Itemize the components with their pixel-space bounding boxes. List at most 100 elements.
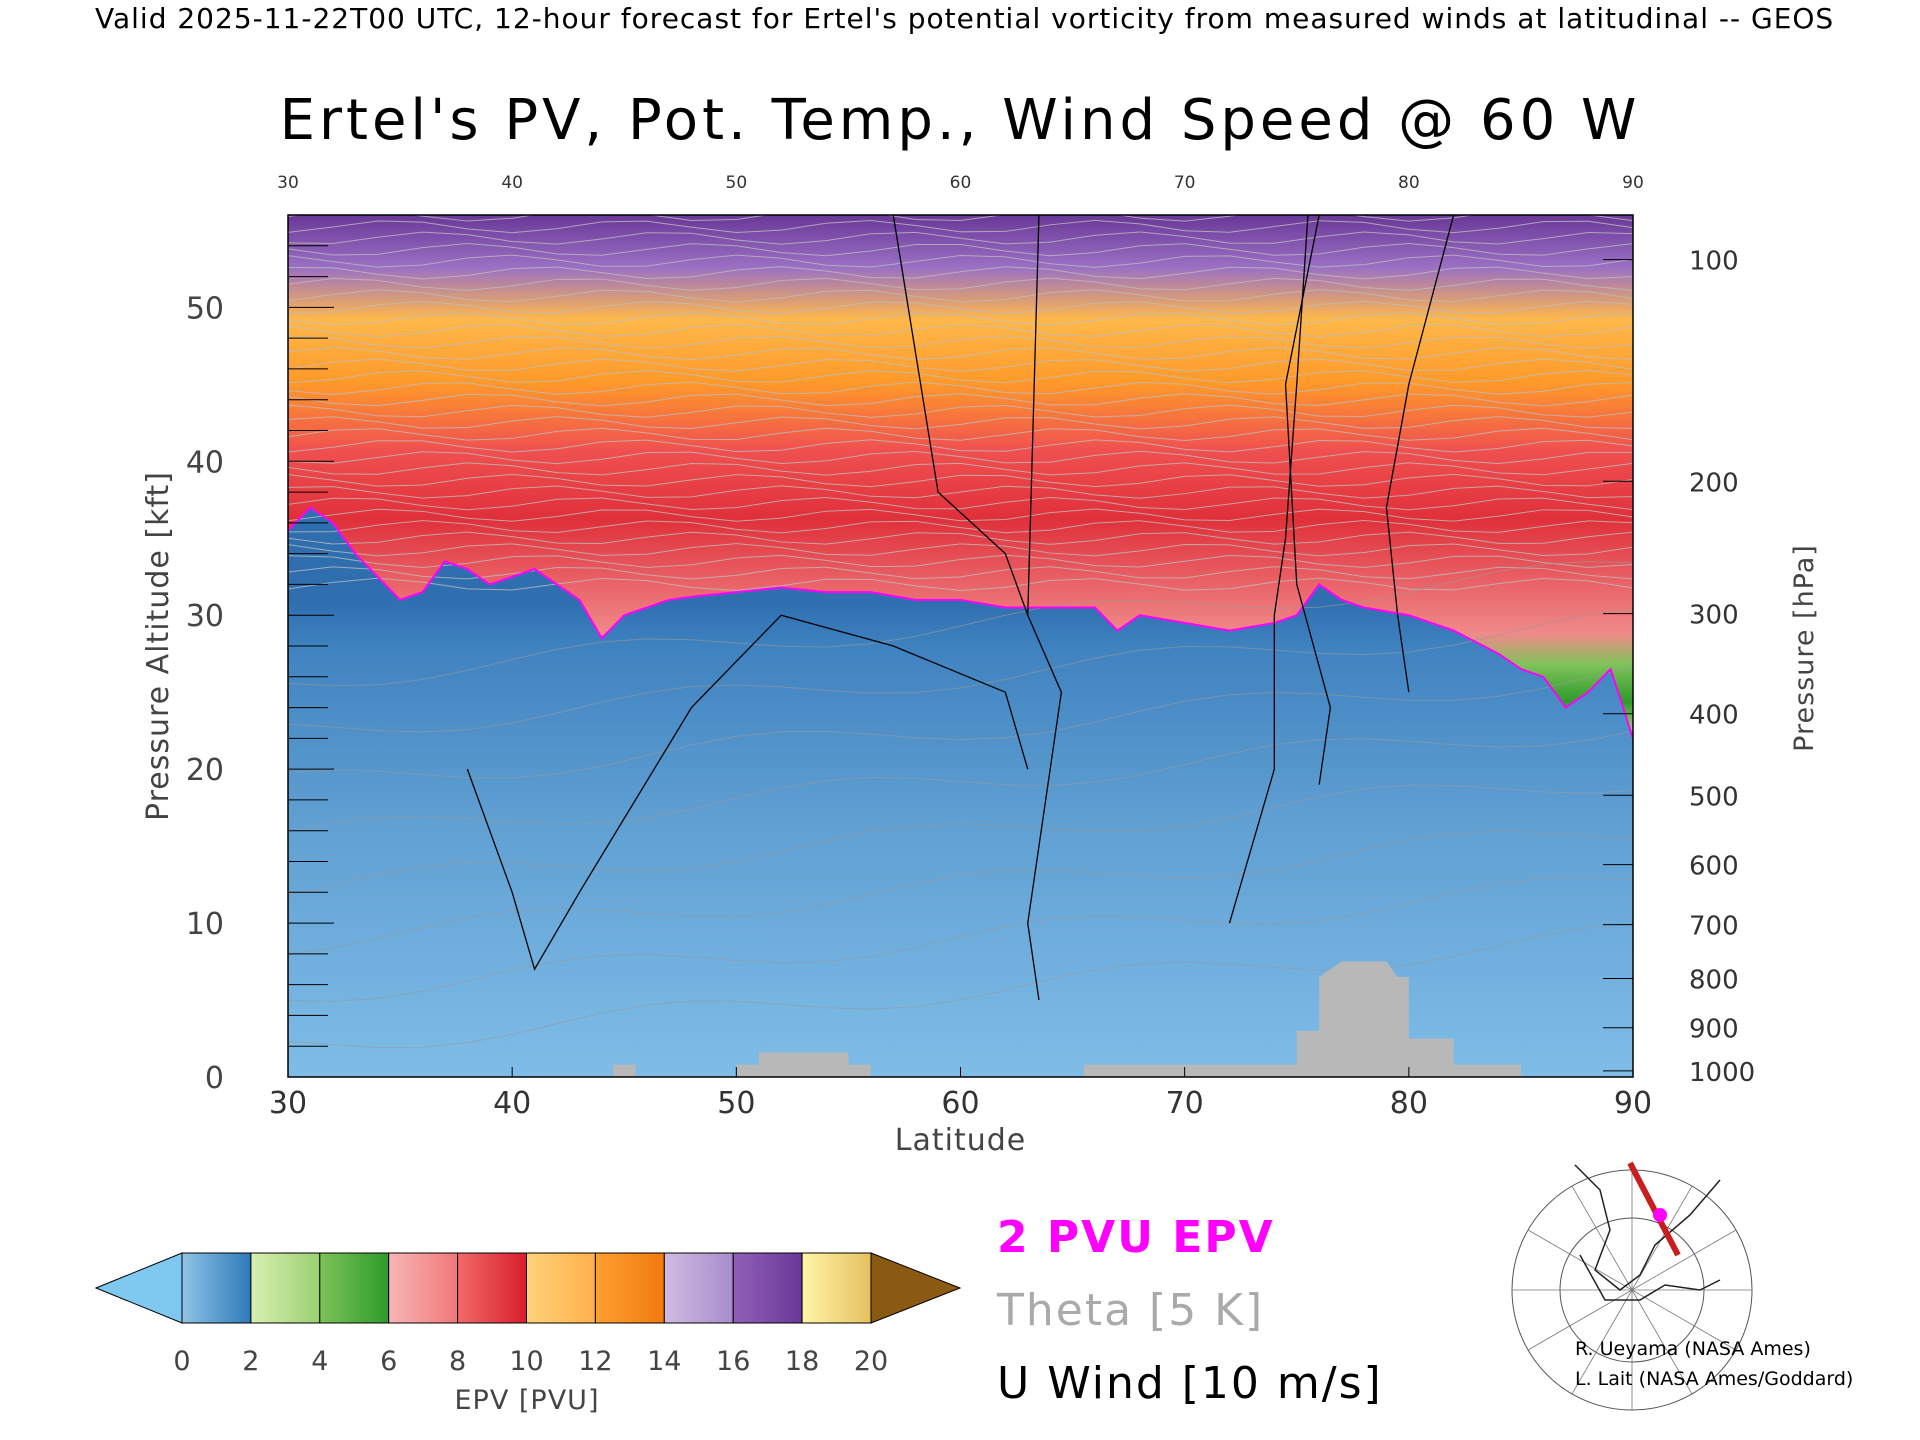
x-tick-label: 90 — [1614, 1086, 1652, 1121]
pressure-tick-label: 100 — [1689, 247, 1739, 277]
theta-line — [288, 197, 1633, 209]
pressure-tick-label: 900 — [1689, 1015, 1739, 1045]
theta-contours — [288, 197, 1633, 1048]
theta-line — [288, 323, 1633, 338]
theta-line — [288, 266, 1633, 280]
wind-contour-line — [1027, 215, 1063, 1001]
theta-line — [288, 427, 1633, 442]
colorbar-segment — [732, 1252, 803, 1324]
legend-epv: 2 PVU EPV — [997, 1212, 1275, 1263]
colorbar-segment — [388, 1252, 459, 1324]
theta-line — [288, 300, 1633, 315]
colorbar-tick-label: 18 — [785, 1346, 819, 1377]
polar-map-icon — [1511, 1161, 1753, 1411]
forecast-header: Valid 2025-11-22T00 UTC, 12-hour forecas… — [95, 2, 1835, 35]
y-tick-label: 50 — [186, 291, 224, 326]
x-tick-label: 80 — [1390, 1086, 1428, 1121]
pressure-tick-label: 1000 — [1689, 1058, 1755, 1088]
theta-line — [288, 358, 1633, 372]
terrain — [288, 961, 1633, 1077]
colorbar-segment — [319, 1252, 390, 1324]
theta-line — [288, 485, 1633, 499]
colorbar-tick-label: 6 — [380, 1346, 397, 1377]
y-tick-label: 20 — [186, 753, 224, 788]
map-meridian — [1631, 1289, 1693, 1395]
map-meridian — [1571, 1185, 1633, 1291]
credit-line-1: R. Ueyama (NASA Ames) — [1575, 1338, 1811, 1360]
colorbar-tick-label: 20 — [854, 1346, 888, 1377]
theta-line — [288, 393, 1633, 407]
theta-line — [288, 566, 1633, 580]
legend-wind: U Wind [10 m/s] — [997, 1358, 1383, 1409]
wind-contour-line — [466, 614, 1029, 971]
tropopause-2pvu-line — [288, 506, 1633, 739]
theta-line — [288, 219, 1633, 234]
theta-line — [288, 473, 1633, 488]
x-top-tick-label: 70 — [1174, 173, 1196, 193]
y-tick-label: 10 — [186, 907, 224, 942]
colorbar-segment — [801, 1252, 872, 1324]
theta-line — [288, 830, 1633, 955]
theta-line — [288, 554, 1633, 568]
credit-line-2: L. Lait (NASA Ames/Goddard) — [1575, 1368, 1854, 1390]
credits: R. Ueyama (NASA Ames) L. Lait (NASA Ames… — [1575, 1334, 1853, 1394]
theta-line — [288, 560, 1633, 687]
colorbar-tick-label: 0 — [173, 1346, 190, 1377]
theta-line — [288, 784, 1633, 897]
x-top-tick-label: 90 — [1622, 173, 1644, 193]
theta-line — [288, 876, 1633, 1003]
theta-line — [288, 450, 1633, 465]
x-top-tick-label: 40 — [501, 173, 523, 193]
colorbar-tick-label: 2 — [242, 1346, 259, 1377]
map-marker — [1653, 1208, 1667, 1222]
colorbar-segment — [250, 1252, 321, 1324]
y-tick-label: 0 — [205, 1061, 224, 1096]
colorbar-over-arrow — [870, 1252, 962, 1324]
pressure-tick-label: 400 — [1689, 701, 1739, 731]
y-right-axis-label: Pressure [hPa] — [1789, 544, 1820, 752]
colorbar-tick-label: 10 — [509, 1346, 543, 1377]
theta-line — [288, 346, 1633, 361]
theta-line — [288, 335, 1633, 349]
pressure-tick-label: 700 — [1689, 912, 1739, 942]
theta-line — [288, 730, 1633, 833]
x-tick-label: 50 — [717, 1086, 755, 1121]
x-top-tick-label: 30 — [277, 173, 299, 193]
theta-line — [288, 543, 1633, 557]
colorbar-segment — [594, 1252, 665, 1324]
theta-line — [288, 416, 1633, 430]
map-meridian — [1527, 1229, 1633, 1291]
colorbar-tick-label: 16 — [716, 1346, 750, 1377]
colorbar-segment — [181, 1252, 252, 1324]
y-axis-label: Pressure Altitude [kft] — [141, 471, 176, 821]
colorbar-tick-label: 12 — [578, 1346, 612, 1377]
chart-title: Ertel's PV, Pot. Temp., Wind Speed @ 60 … — [279, 88, 1641, 153]
pressure-tick-label: 800 — [1689, 965, 1739, 995]
map-coastline — [1574, 1164, 1721, 1291]
theta-line — [288, 666, 1633, 779]
pressure-tick-label: 600 — [1689, 852, 1739, 882]
theta-line — [288, 439, 1633, 453]
wind-contour-line — [1228, 215, 1309, 924]
colorbar-label: EPV [PVU] — [455, 1385, 600, 1416]
theta-line — [288, 231, 1633, 245]
theta-line — [288, 242, 1633, 257]
x-tick-label: 30 — [269, 1086, 307, 1121]
wind-contour-line — [1385, 215, 1455, 693]
legend-theta: Theta [5 K] — [996, 1285, 1264, 1336]
pressure-tick-label: 500 — [1689, 782, 1739, 812]
theta-line — [288, 312, 1633, 326]
theta-line — [288, 404, 1633, 418]
theta-line — [288, 254, 1633, 268]
colorbar-tick-label: 8 — [449, 1346, 466, 1377]
map-track — [1627, 1161, 1681, 1257]
x-top-tick-label: 80 — [1398, 173, 1420, 193]
theta-line — [288, 608, 1633, 733]
pressure-tick-label: 300 — [1689, 601, 1739, 631]
pressure-tick-label: 200 — [1689, 468, 1739, 498]
colorbar-tick-label: 4 — [311, 1346, 328, 1377]
x-top-tick-label: 60 — [950, 173, 972, 193]
colorbar-under-arrow — [94, 1252, 183, 1324]
